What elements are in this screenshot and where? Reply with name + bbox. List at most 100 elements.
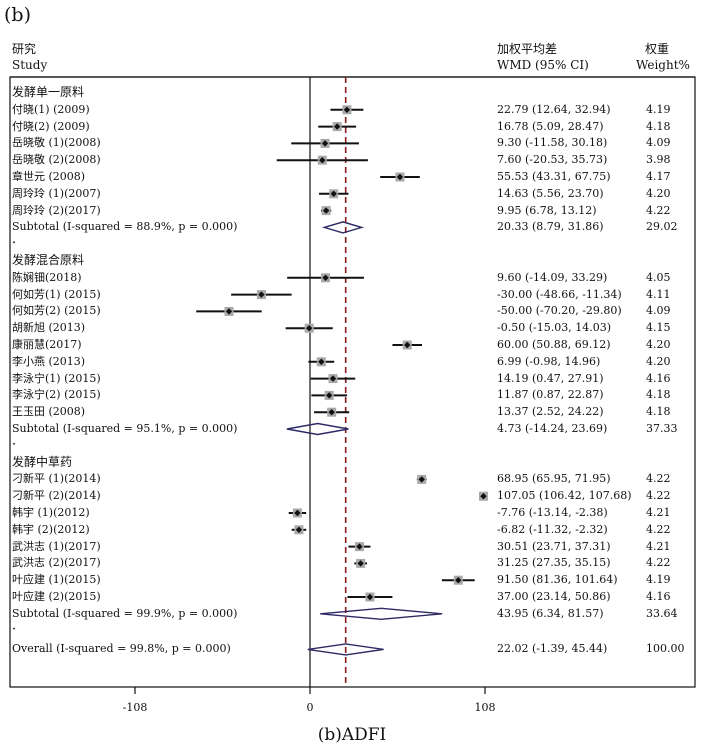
study-weight: 4.19 bbox=[646, 573, 671, 587]
study-weight: 4.18 bbox=[646, 119, 671, 133]
study-point-estimate bbox=[455, 577, 462, 584]
study-label: 叶应建 (2)(2015) bbox=[12, 590, 101, 603]
study-label: 陈娴钿(2018) bbox=[12, 270, 82, 284]
figure-caption: (b)ADFI bbox=[317, 725, 387, 745]
study-weight: 4.16 bbox=[646, 371, 671, 385]
study-wmd-ci: 14.19 (0.47, 27.91) bbox=[497, 371, 604, 385]
study-point-estimate bbox=[418, 476, 425, 483]
overall-diamond bbox=[307, 643, 384, 656]
study-point-estimate bbox=[357, 560, 364, 567]
wmd-header-cn: 加权平均差 bbox=[497, 42, 558, 56]
study-label: 叶应建 (1)(2015) bbox=[12, 573, 101, 587]
study-point-estimate bbox=[343, 106, 351, 113]
study-weight: 4.15 bbox=[646, 321, 671, 335]
study-wmd-ci: 30.51 (23.71, 37.31) bbox=[497, 539, 611, 553]
study-header-en: Study bbox=[12, 58, 48, 72]
wmd-header-en: WMD (95% CI) bbox=[497, 58, 589, 72]
subtotal-diamond bbox=[321, 221, 365, 234]
study-label: 周玲玲 (2)(2017) bbox=[12, 203, 101, 217]
study-label: 何如芳(2) (2015) bbox=[12, 304, 101, 318]
study-wmd-ci: 11.87 (0.87, 22.87) bbox=[497, 388, 604, 402]
study-label: 韩宇 (2)(2012) bbox=[12, 522, 90, 536]
study-wmd-ci: 31.25 (27.35, 35.15) bbox=[497, 556, 611, 570]
study-point-estimate bbox=[396, 173, 404, 181]
study-label: 章世元 (2008) bbox=[12, 170, 86, 183]
study-wmd-ci: 37.00 (23.14, 50.86) bbox=[497, 590, 611, 603]
study-wmd-ci: 13.37 (2.52, 24.22) bbox=[497, 405, 604, 419]
study-wmd-ci: 68.95 (65.95, 71.95) bbox=[497, 472, 611, 486]
study-point-estimate bbox=[480, 493, 487, 500]
study-point-estimate bbox=[326, 392, 333, 399]
study-label: 武洪志 (1)(2017) bbox=[12, 539, 101, 553]
study-point-estimate bbox=[305, 325, 313, 332]
study-point-estimate bbox=[295, 526, 303, 533]
panel-label: (b) bbox=[4, 4, 31, 26]
subtotal-weight: 29.02 bbox=[646, 220, 678, 234]
study-weight: 4.22 bbox=[646, 522, 671, 536]
study-weight: 4.20 bbox=[646, 186, 671, 200]
study-weight: 4.21 bbox=[646, 539, 671, 553]
subtotal-wmd-ci: 20.33 (8.79, 31.86) bbox=[497, 220, 604, 234]
study-point-estimate bbox=[321, 140, 329, 147]
study-weight: 4.11 bbox=[646, 287, 671, 301]
study-wmd-ci: 107.05 (106.42, 107.68) bbox=[497, 489, 632, 503]
study-weight: 4.22 bbox=[646, 489, 671, 503]
study-wmd-ci: 9.95 (6.78, 13.12) bbox=[497, 203, 597, 217]
study-weight: 4.22 bbox=[646, 556, 671, 570]
study-wmd-ci: 16.78 (5.09, 28.47) bbox=[497, 119, 604, 133]
study-weight: 4.05 bbox=[646, 270, 671, 284]
study-point-estimate bbox=[318, 358, 325, 365]
study-wmd-ci: -30.00 (-48.66, -11.34) bbox=[497, 287, 622, 301]
study-weight: 4.17 bbox=[646, 170, 671, 183]
study-point-estimate bbox=[356, 543, 363, 550]
study-label: 岳晓敬 (1)(2008) bbox=[12, 136, 101, 150]
study-wmd-ci: -6.82 (-11.32, -2.32) bbox=[497, 522, 608, 536]
overall-weight: 100.00 bbox=[646, 642, 685, 656]
study-point-estimate bbox=[322, 274, 329, 281]
study-wmd-ci: -7.76 (-13.14, -2.38) bbox=[497, 506, 608, 519]
subtotal-weight: 33.64 bbox=[646, 606, 678, 620]
study-wmd-ci: 14.63 (5.56, 23.70) bbox=[497, 186, 604, 200]
study-point-estimate bbox=[329, 375, 337, 382]
study-wmd-ci: 6.99 (-0.98, 14.96) bbox=[497, 354, 601, 368]
study-weight: 4.22 bbox=[646, 203, 671, 217]
study-point-estimate bbox=[294, 509, 301, 517]
study-weight: 4.22 bbox=[646, 472, 671, 486]
study-point-estimate bbox=[328, 409, 335, 416]
study-label: 岳晓敬 (2)(2008) bbox=[12, 153, 101, 167]
group-separator-dot bbox=[13, 241, 15, 244]
study-wmd-ci: 91.50 (81.36, 101.64) bbox=[497, 573, 618, 587]
study-wmd-ci: 7.60 (-20.53, 35.73) bbox=[497, 153, 608, 167]
study-label: 付晓(2) (2009) bbox=[12, 119, 90, 133]
study-point-estimate bbox=[366, 593, 374, 601]
overall-label: Overall (I-squared = 99.8%, p = 0.000) bbox=[12, 642, 231, 656]
subtotal-diamond bbox=[286, 422, 349, 436]
study-label: 李泳宁(2) (2015) bbox=[12, 388, 101, 402]
weight-header-en: Weight% bbox=[636, 58, 690, 72]
study-weight: 4.09 bbox=[646, 304, 671, 318]
group-label: 发酵混合原料 bbox=[12, 253, 85, 267]
study-wmd-ci: 22.79 (12.64, 32.94) bbox=[497, 102, 611, 116]
study-wmd-ci: 55.53 (43.31, 67.75) bbox=[497, 170, 611, 183]
study-wmd-ci: 9.60 (-14.09, 33.29) bbox=[497, 270, 608, 284]
group-label: 发酵单一原料 bbox=[12, 85, 85, 99]
study-label: 李小燕 (2013) bbox=[12, 354, 86, 368]
study-weight: 4.09 bbox=[646, 136, 671, 150]
study-weight: 4.19 bbox=[646, 102, 671, 116]
study-point-estimate bbox=[225, 308, 233, 315]
study-point-estimate bbox=[333, 123, 341, 130]
study-header-cn: 研究 bbox=[12, 42, 37, 56]
study-label: 李泳宁(1) (2015) bbox=[12, 371, 101, 385]
study-wmd-ci: 9.30 (-11.58, 30.18) bbox=[497, 136, 608, 150]
x-axis-tick-label: 108 bbox=[475, 701, 496, 714]
x-axis-tick-label: -108 bbox=[123, 701, 148, 714]
group-separator-dot bbox=[13, 442, 15, 445]
overall-wmd-ci: 22.02 (-1.39, 45.44) bbox=[497, 642, 608, 656]
study-label: 王玉田 (2008) bbox=[12, 405, 86, 419]
subtotal-diamond bbox=[320, 607, 443, 621]
study-weight: 4.20 bbox=[646, 354, 671, 368]
study-weight: 4.20 bbox=[646, 338, 671, 351]
study-label: 付晓(1) (2009) bbox=[12, 102, 90, 116]
study-weight: 4.18 bbox=[646, 388, 671, 402]
